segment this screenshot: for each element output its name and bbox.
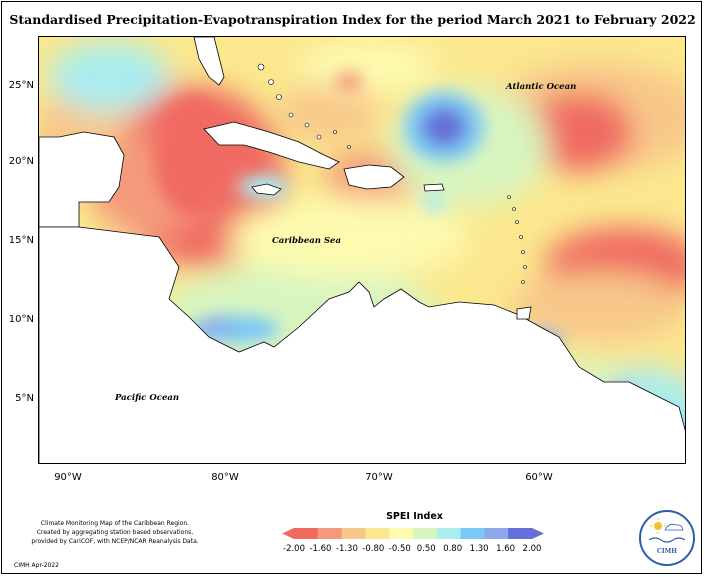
lat-tick-15: 15°N	[8, 235, 34, 246]
map-credits: Climate Monitoring Map of the Caribbean …	[10, 519, 220, 546]
legend-swatch-2	[341, 528, 366, 539]
land-masses	[39, 37, 685, 463]
lon-tick-90w: 90°W	[54, 472, 82, 483]
lon-tick-70w: 70°W	[365, 472, 393, 483]
legend-label-7: 1.30	[469, 544, 489, 554]
credits-line-1: Climate Monitoring Map of the Caribbean …	[40, 520, 190, 527]
lat-tick-25: 25°N	[8, 80, 34, 91]
legend-label-5: 0.50	[416, 544, 436, 554]
agency-date: CIMH Apr-2022	[14, 562, 59, 569]
legend-label-1: -1.60	[309, 544, 332, 554]
legend-swatch-7	[460, 528, 485, 539]
lat-tick-10: 10°N	[8, 314, 34, 325]
map-title: Standardised Precipitation-Evapotranspir…	[9, 12, 696, 27]
label-caribbean-sea: Caribbean Sea	[272, 236, 341, 246]
lon-tick-60w: 60°W	[525, 472, 553, 483]
credits-line-2: Created by aggregating station based obs…	[36, 529, 194, 536]
spei-map	[38, 36, 686, 464]
legend-swatch-5	[413, 528, 438, 539]
logo-text: CIMH	[657, 548, 677, 555]
legend-swatch-4	[389, 528, 414, 539]
sun-icon	[654, 522, 662, 530]
legend-swatches	[282, 528, 544, 539]
wave-icon	[648, 537, 686, 543]
cuba	[203, 121, 340, 170]
lat-tick-5: 5°N	[15, 393, 34, 404]
legend-title: SPEI Index	[386, 511, 443, 522]
hispaniola	[343, 164, 405, 190]
trinidad	[516, 306, 532, 320]
legend-label-2: -1.30	[335, 544, 358, 554]
legend-swatch-3	[365, 528, 390, 539]
central-south-america	[39, 226, 685, 463]
legend-swatch-1	[317, 528, 343, 539]
florida	[193, 37, 225, 86]
legend-swatch-9	[508, 528, 533, 539]
legend-label-0: -2.00	[283, 544, 305, 554]
legend-arrow-high	[532, 528, 544, 539]
cloud-icon	[664, 523, 684, 531]
small-islands	[257, 63, 527, 284]
puerto-rico	[423, 183, 445, 192]
legend-label-9: 2.00	[522, 544, 542, 554]
cimh-logo-emblem	[648, 518, 686, 543]
legend-label-4: -0.50	[388, 544, 411, 554]
lon-tick-80w: 80°W	[211, 472, 239, 483]
legend-label-3: -0.80	[362, 544, 385, 554]
legend-colorbar	[282, 528, 544, 539]
label-atlantic-ocean: Atlantic Ocean	[506, 82, 577, 92]
lat-tick-20: 20°N	[8, 156, 34, 167]
legend-label-8: 1.60	[496, 544, 516, 554]
cimh-logo: CIMH	[639, 510, 695, 566]
legend-swatch-0	[294, 528, 319, 539]
credits-line-3: provided by CariCOF, with NCEP/NCAR Rean…	[31, 538, 199, 545]
label-pacific-ocean: Pacific Ocean	[115, 393, 180, 403]
legend-arrow-low	[282, 528, 294, 539]
jamaica	[251, 183, 282, 196]
legend-swatch-8	[484, 528, 509, 539]
legend-label-6: 0.80	[443, 544, 463, 554]
spei-map-svg	[39, 37, 685, 463]
legend-swatch-6	[436, 528, 462, 539]
